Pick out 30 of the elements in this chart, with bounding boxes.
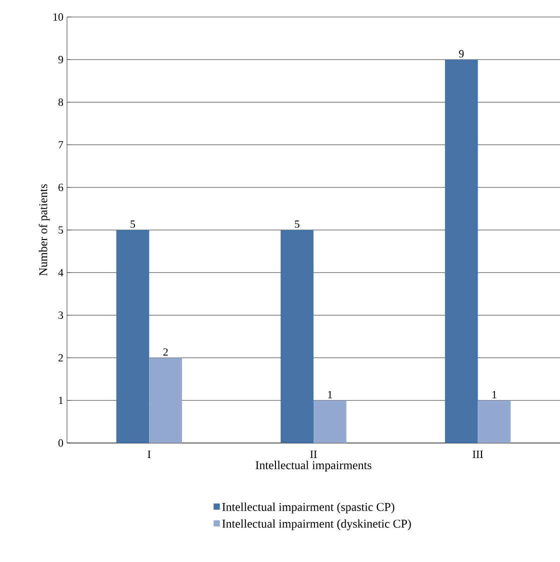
x-tick-label: II — [310, 450, 317, 458]
x-tick-label: III — [472, 450, 483, 458]
legend-label: Intellectual impairment (dyskinetic CP) — [222, 519, 411, 530]
y-tick-label: 10 — [53, 13, 64, 21]
data-label: 1 — [328, 390, 332, 398]
data-label: 5 — [130, 220, 136, 228]
bar — [280, 230, 314, 443]
y-tick-label: 4 — [58, 269, 64, 276]
bar — [149, 358, 182, 443]
y-tick-label: 1 — [58, 396, 63, 404]
y-tick-label: 3 — [58, 312, 64, 319]
x-axis-title: Intellectual impairments — [256, 460, 372, 472]
y-tick-label: 0 — [58, 439, 64, 447]
y-tick-label: 2 — [58, 354, 63, 362]
y-tick-label: 5 — [58, 226, 64, 234]
bar — [478, 400, 511, 443]
data-label: 9 — [459, 50, 464, 58]
bar — [444, 60, 478, 443]
data-label: 1 — [492, 390, 496, 398]
bar — [314, 400, 346, 443]
y-axis-title: Number of patients — [38, 184, 50, 276]
bar — [116, 230, 150, 443]
data-label: 2 — [163, 348, 168, 356]
y-tick-label: 7 — [58, 141, 64, 148]
x-tick-label: I — [148, 450, 151, 458]
legend-label: Intellectual impairment (spastic CP) — [222, 502, 394, 514]
y-tick-label: 8 — [58, 98, 64, 106]
data-label: 5 — [294, 220, 300, 228]
y-tick-label: 6 — [58, 184, 64, 192]
y-tick-label: 9 — [58, 56, 64, 64]
